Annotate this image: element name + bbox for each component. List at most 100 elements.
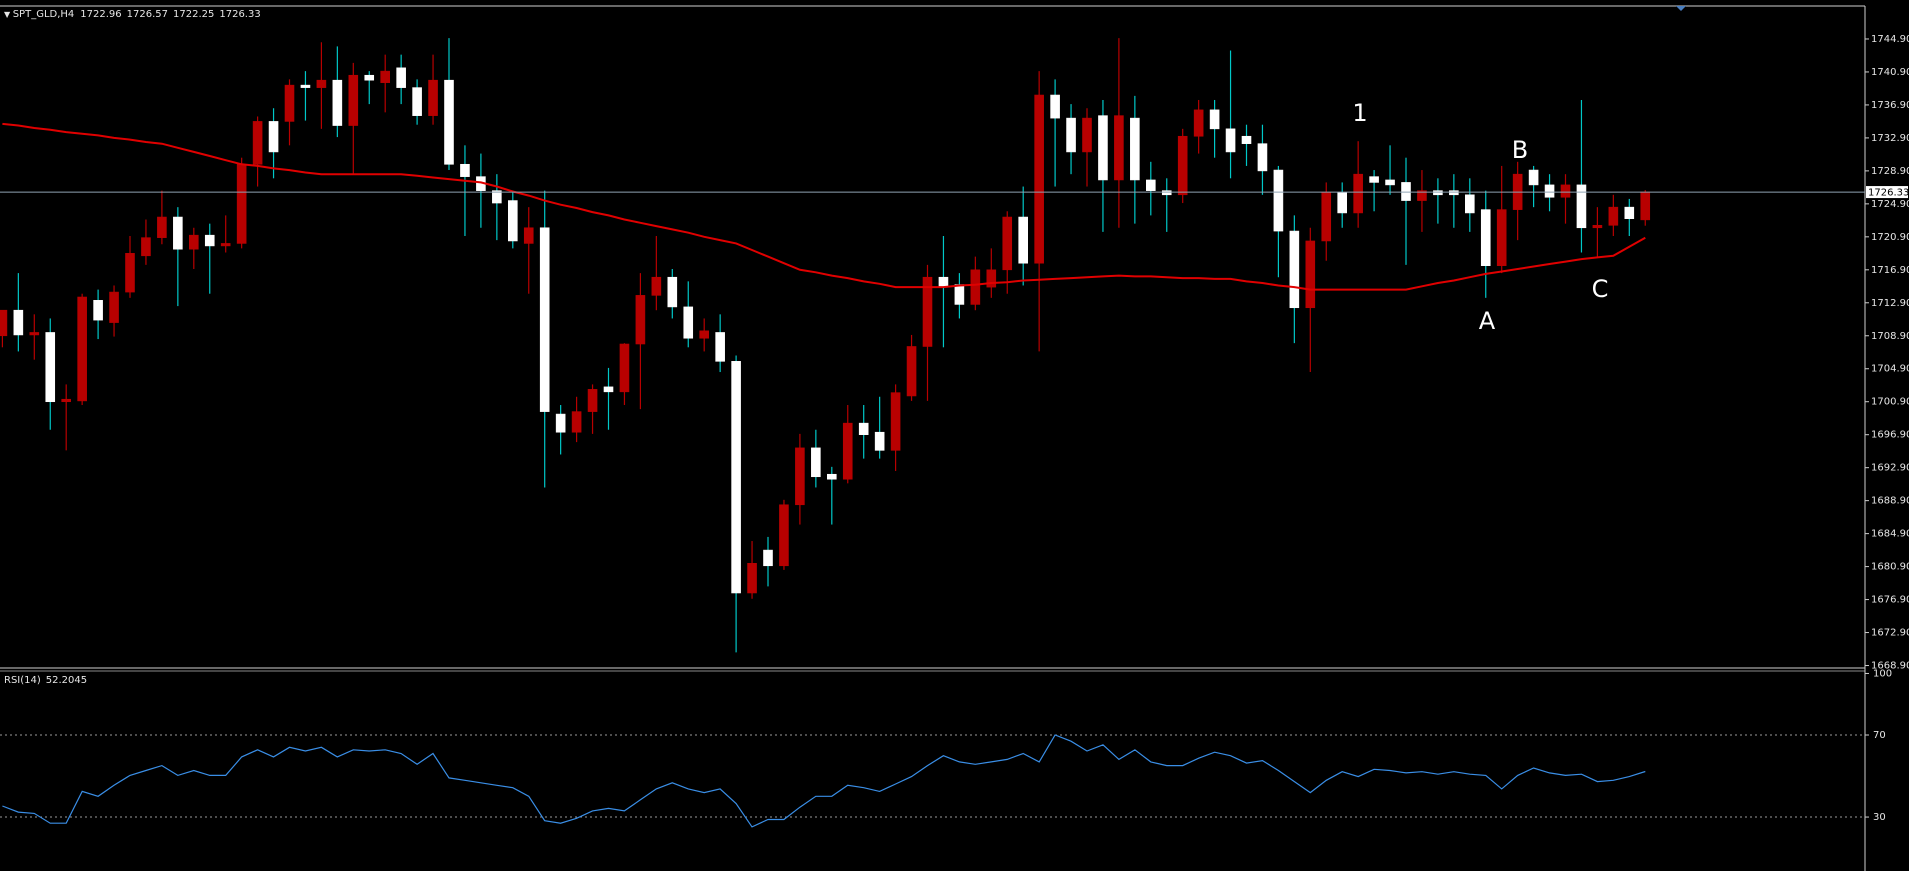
candle-body bbox=[1560, 184, 1571, 198]
y-tick-label: 1708.90 bbox=[1871, 331, 1909, 342]
candle-body bbox=[61, 398, 72, 403]
candle-body bbox=[412, 87, 422, 116]
candle-body bbox=[1066, 117, 1076, 153]
candle-body bbox=[1496, 209, 1507, 266]
candle-body bbox=[300, 84, 311, 88]
collapse-arrow: ▼ bbox=[4, 10, 13, 19]
candle-body bbox=[699, 330, 710, 339]
candle-body bbox=[1401, 182, 1411, 201]
candle-body bbox=[587, 389, 598, 412]
y-tick-label: 1668.90 bbox=[1871, 661, 1909, 672]
low-value: 1722.25 bbox=[173, 9, 214, 20]
candle-body bbox=[731, 361, 741, 594]
candle-body bbox=[1177, 135, 1188, 196]
candle-body bbox=[29, 332, 40, 336]
y-tick-label: 1724.90 bbox=[1871, 199, 1909, 210]
current-price-label: 1726.33 bbox=[1868, 188, 1909, 199]
candle-body bbox=[507, 200, 518, 242]
y-tick-label: 1700.90 bbox=[1871, 397, 1909, 408]
candle-body bbox=[1050, 94, 1060, 119]
y-tick-label: 1720.90 bbox=[1871, 232, 1909, 243]
candle-body bbox=[1528, 169, 1539, 186]
candle-body bbox=[1098, 115, 1108, 181]
candle-body bbox=[763, 549, 773, 567]
candle-body bbox=[635, 295, 646, 345]
candle-body bbox=[906, 346, 917, 397]
candle-body bbox=[348, 74, 359, 126]
candle-body bbox=[444, 79, 454, 165]
candle-body bbox=[1305, 240, 1316, 309]
candle-body bbox=[938, 276, 949, 288]
candle-body bbox=[157, 216, 167, 238]
y-tick-label: 30 bbox=[1873, 812, 1886, 823]
candle-body bbox=[811, 447, 821, 478]
candle-body bbox=[795, 447, 805, 506]
candle-body bbox=[189, 234, 199, 250]
rsi-line bbox=[2, 734, 1646, 828]
candle-body bbox=[1082, 117, 1092, 153]
y-tick-label: 1684.90 bbox=[1871, 529, 1909, 540]
indicator-title: RSI(14) bbox=[4, 675, 41, 686]
candle-body bbox=[1209, 109, 1220, 130]
candle-body bbox=[1034, 94, 1044, 264]
candle-body bbox=[1608, 206, 1619, 226]
candle-body bbox=[173, 216, 183, 250]
candle-body bbox=[1640, 191, 1651, 221]
candle-body bbox=[826, 473, 837, 480]
candle-body bbox=[1480, 209, 1491, 266]
candle-body bbox=[332, 79, 343, 126]
candle-body bbox=[13, 309, 24, 336]
candle-body bbox=[1273, 169, 1284, 232]
candle-body bbox=[1161, 190, 1172, 196]
candle-body bbox=[747, 563, 757, 594]
y-tick-label: 1696.90 bbox=[1871, 430, 1909, 441]
candle-body bbox=[204, 234, 215, 247]
y-tick-label: 1716.90 bbox=[1871, 265, 1909, 276]
candle-body bbox=[284, 84, 295, 122]
y-tick-label: 1672.90 bbox=[1871, 628, 1909, 639]
candle-body bbox=[1337, 192, 1347, 214]
candle-body bbox=[874, 431, 885, 451]
candle-body bbox=[1385, 179, 1395, 186]
candle-body bbox=[667, 276, 678, 308]
symbol: SPT_GLD,H4 bbox=[13, 9, 75, 20]
candle-body bbox=[236, 163, 247, 244]
candle-body bbox=[555, 413, 566, 433]
annotation: 1 bbox=[1352, 99, 1367, 127]
candle-body bbox=[539, 227, 550, 412]
candle-body bbox=[1417, 190, 1427, 201]
y-tick-label: 1736.90 bbox=[1871, 100, 1909, 111]
candle-body bbox=[1114, 115, 1124, 181]
candle-body bbox=[1193, 109, 1204, 137]
candle-body bbox=[954, 284, 965, 305]
candle-body bbox=[1353, 173, 1363, 214]
open-value: 1722.96 bbox=[80, 9, 121, 20]
candle-body bbox=[986, 269, 997, 288]
candle-body bbox=[125, 253, 135, 293]
high-value: 1726.57 bbox=[127, 9, 168, 20]
candle-body bbox=[364, 74, 375, 81]
y-tick-label: 1676.90 bbox=[1871, 595, 1909, 606]
candle-body bbox=[109, 291, 119, 323]
candle-body bbox=[1225, 128, 1236, 153]
candle-body bbox=[1449, 190, 1459, 196]
candle-body bbox=[1576, 184, 1587, 229]
annotation: B bbox=[1512, 136, 1528, 164]
candle-body bbox=[523, 227, 534, 244]
candle-body bbox=[715, 332, 725, 362]
y-tick-label: 1680.90 bbox=[1871, 562, 1909, 573]
y-tick-label: 1732.90 bbox=[1871, 133, 1909, 144]
candle-body bbox=[141, 237, 151, 257]
candle-body bbox=[1369, 176, 1379, 183]
candle-body bbox=[1130, 117, 1140, 181]
candle-body bbox=[970, 269, 981, 305]
y-tick-label: 70 bbox=[1873, 730, 1886, 741]
y-tick-label: 1704.90 bbox=[1871, 364, 1909, 375]
y-tick-label: 1728.90 bbox=[1871, 166, 1909, 177]
candle-body bbox=[1321, 192, 1332, 242]
candle-body bbox=[1624, 206, 1635, 219]
candle-body bbox=[0, 309, 8, 337]
indicator-header: RSI(14) 52.2045 bbox=[4, 675, 87, 686]
